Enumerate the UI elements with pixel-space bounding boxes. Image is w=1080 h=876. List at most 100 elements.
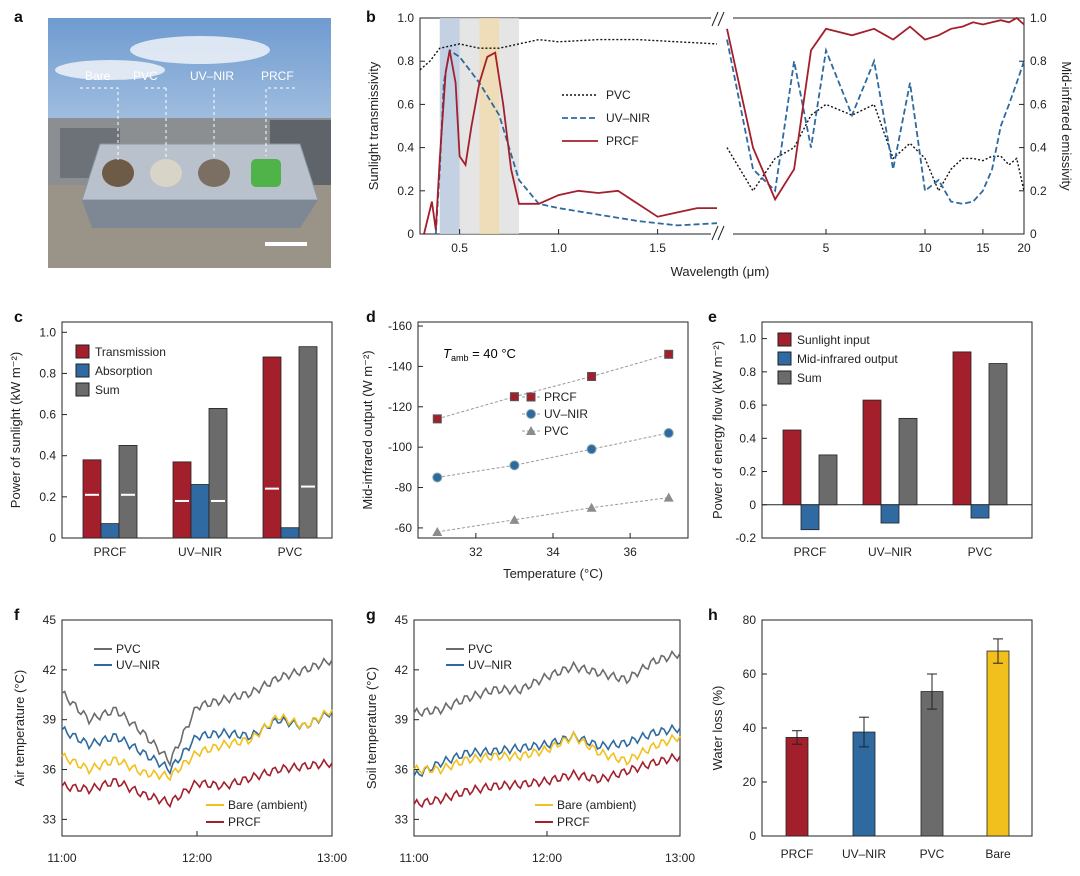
band-1 [479, 18, 500, 234]
point-prcf [432, 414, 442, 424]
y-tick-label: 0.6 [739, 398, 756, 412]
bars [82, 346, 318, 539]
y-tick-label: 0 [749, 498, 756, 512]
bar-sum [898, 417, 918, 506]
series-pvc [413, 650, 681, 718]
x-tick-label: PVC [278, 545, 303, 559]
panel-b: 0 0 0.2 0.2 0.4 0.4 0.6 0.6 0.8 0.8 1.0 1.0 0.5 1.0 1… [366, 10, 1074, 279]
panel-h: PRCF UV–NIR PVC Bare 0 20 40 60 80 Water loss (%… [710, 613, 1033, 861]
panel-label-c: c [14, 309, 23, 326]
point-prcf [509, 392, 519, 402]
y-tick-label: 0.2 [739, 465, 756, 479]
point-prcf [587, 372, 597, 382]
sample-bare [102, 159, 134, 187]
panel-label-h: h [708, 607, 718, 624]
y-tick-label: 0.8 [739, 365, 756, 379]
bar-prcf [785, 737, 809, 837]
bar-sunlightinput [862, 399, 882, 506]
panel-c: PRCF UV–NIR PVC 0 0.2 0.4 0.6 0.8 1.0 Power of s… [8, 321, 333, 559]
legend-label: Sum [797, 371, 822, 385]
pointer-prcf [265, 87, 295, 156]
y-tick-label: 42 [395, 663, 409, 677]
y-tick-label-right: 0.6 [1030, 97, 1047, 111]
y-tick-label: 1.0 [39, 325, 56, 339]
legend-top: PVC UV–NIR [446, 642, 512, 672]
bar-sum [208, 407, 228, 539]
break-mark [711, 225, 719, 241]
y-axis-label: Air temperature (°C) [12, 670, 27, 786]
bar-uvnir [852, 731, 876, 837]
panel-label-f: f [14, 607, 20, 624]
x-tick-label: 0.5 [451, 241, 468, 255]
series-bareambient [413, 730, 681, 776]
legend-label: Sum [95, 383, 120, 397]
y-tick-label-right: 0.4 [1030, 141, 1047, 155]
scatter-points [432, 349, 674, 536]
x-tick-label: PRCF [94, 545, 127, 559]
x-tick-label: PVC [920, 847, 945, 861]
panel-label-g: g [366, 607, 376, 624]
x-tick-label: 12:00 [532, 851, 562, 865]
x-tick-label: 1.0 [550, 241, 567, 255]
x-tick-label: PRCF [781, 847, 814, 861]
bar-absorption [100, 523, 120, 539]
y-tick-label-right: 0.2 [1030, 184, 1047, 198]
x-axis-label: Wavelength (μm) [671, 264, 770, 279]
y-tick-label: 42 [43, 663, 57, 677]
point-pvc [509, 514, 520, 524]
x-tick-label: 5 [823, 241, 830, 255]
cloud [130, 36, 270, 64]
point-pvc [663, 492, 674, 502]
ticks: 11:00 12:00 13:00 33 36 39 42 45 [395, 613, 696, 865]
y-axis-label: Power of sunlight (kW m⁻²) [8, 352, 23, 508]
legend-marker-square [526, 392, 536, 402]
y-tick-label: 0.4 [739, 431, 756, 445]
y-axis-label-right: Mid-infrared emissivity [1059, 61, 1074, 191]
y-tick-label: 60 [743, 667, 757, 681]
x-tick-label: 10 [918, 241, 932, 255]
panel-label-a: a [14, 9, 23, 26]
series-pvc-sunlight [419, 38, 718, 71]
cloud [55, 60, 165, 80]
plot-frame [761, 321, 1033, 539]
y-tick-label: 0.4 [39, 449, 56, 463]
legend-bottom: Bare (ambient) PRCF [206, 798, 307, 829]
bar-midinfraredoutput [880, 504, 900, 524]
legend-swatch [777, 370, 792, 385]
bar-absorption [280, 527, 300, 539]
panel-f: 11:00 12:00 13:00 33 36 39 42 45 Air temperatur… [12, 613, 347, 865]
annotation: Tamb = 40 °C [443, 346, 516, 363]
y-tick-label: -80 [395, 481, 413, 495]
photo-panel: Bare PVC UV–NIR PRCF [48, 18, 331, 268]
y-tick-label: 1.0 [739, 332, 756, 346]
legend-label: UV–NIR [606, 111, 650, 125]
point-pvc [432, 526, 443, 536]
bar-sunlightinput [952, 351, 972, 506]
ticks: 32 34 36 -60 -80 -100 -120 -140 -160 [388, 319, 637, 559]
bar-bare [986, 650, 1010, 837]
x-tick-label: 36 [623, 545, 637, 559]
x-tick-label: 32 [469, 545, 483, 559]
x-tick-label: 12:00 [182, 851, 212, 865]
series-uvnir [413, 723, 681, 778]
panel-g: 11:00 12:00 13:00 33 36 39 42 45 Soil temperatu… [364, 613, 695, 865]
legend-label: Transmission [95, 345, 166, 359]
y-tick-label: 1.0 [397, 11, 414, 25]
legend-label: Bare (ambient) [557, 798, 636, 812]
x-tick-label: 11:00 [47, 851, 76, 865]
y-tick-label: 0.8 [39, 366, 56, 380]
legend-label: Bare (ambient) [228, 798, 307, 812]
series-prcf [61, 758, 333, 809]
point-uvnir [663, 428, 674, 439]
pointer-bare [80, 87, 119, 160]
point-uvnir [509, 460, 520, 471]
series-uvnir [61, 710, 333, 776]
bar-transmission [262, 356, 282, 539]
legend-swatch [75, 344, 90, 359]
legend-marker-circle [526, 409, 536, 419]
legend-label: PRCF [606, 134, 639, 148]
break-mark [717, 11, 725, 27]
y-tick-label: 0 [49, 531, 56, 545]
legend: PVC UV–NIR PRCF [562, 88, 650, 148]
